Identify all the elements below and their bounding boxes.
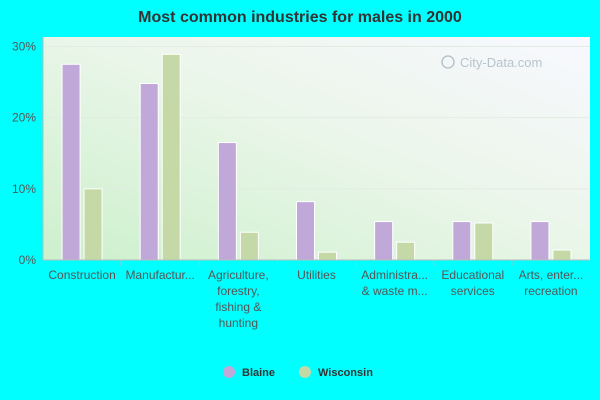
bar-blaine (530, 221, 550, 261)
x-tick-label: Arts, enter... (519, 268, 584, 282)
y-tick-label: 30% (12, 40, 36, 54)
bar-blaine (217, 142, 237, 261)
x-tick-label: hunting (219, 316, 258, 330)
plot-area (43, 37, 590, 260)
x-tick-label: Manufactur... (126, 268, 195, 282)
x-tick-label: Agriculture, (208, 268, 269, 282)
bar-wisconsin (396, 241, 416, 261)
bar-wisconsin (552, 249, 572, 261)
legend-label-wisconsin: Wisconsin (318, 367, 373, 379)
watermark-text: City-Data.com (460, 55, 542, 70)
y-tick-label: 10% (12, 182, 36, 196)
y-tick-label: 0% (19, 253, 37, 267)
x-tick-label: Educational (441, 268, 504, 282)
bar-wisconsin (83, 188, 103, 261)
bar-wisconsin (318, 251, 337, 261)
watermark: City-Data.com (441, 55, 542, 70)
bar-blaine (296, 201, 315, 261)
bar-blaine (139, 83, 159, 261)
x-tick-label: services (451, 284, 495, 298)
bar-blaine (61, 63, 81, 261)
x-tick-label: Administra... (361, 268, 428, 282)
bar-wisconsin (474, 222, 494, 261)
y-tick-label: 20% (12, 111, 36, 125)
bar-blaine (452, 221, 472, 261)
legend-swatch-blaine (223, 366, 235, 378)
bar-wisconsin (239, 231, 259, 261)
x-tick-label: & waste m... (362, 284, 428, 298)
bar-wisconsin (161, 53, 181, 261)
x-tick-label: recreation (524, 284, 577, 298)
chart-title: Most common industries for males in 2000 (138, 9, 462, 26)
x-tick-label: Construction (48, 268, 115, 282)
x-tick-label: forestry, (217, 284, 259, 298)
x-tick-label: Utilities (297, 268, 336, 282)
watermark-icon (441, 55, 455, 69)
x-tick-label: fishing & (215, 300, 261, 314)
legend-swatch-wisconsin (299, 366, 311, 378)
legend-label-blaine: Blaine (242, 367, 275, 379)
bar-blaine (374, 221, 394, 261)
